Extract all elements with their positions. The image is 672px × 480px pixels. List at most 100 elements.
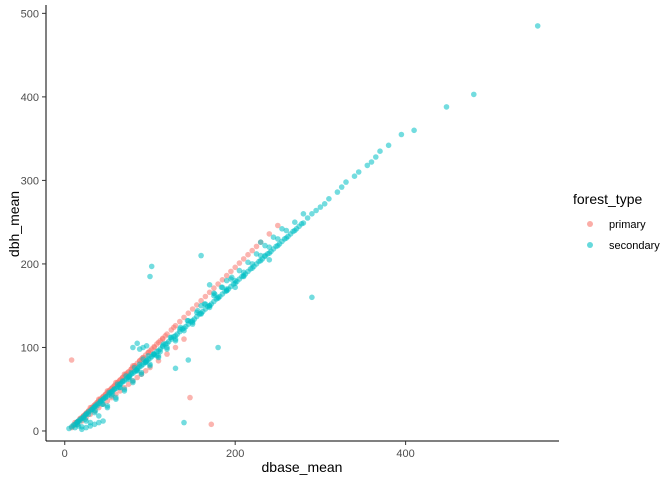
y-tick-label: 400 [21, 92, 39, 104]
point-secondary [136, 361, 143, 368]
point-secondary [134, 340, 140, 347]
point-secondary [471, 91, 477, 98]
legend-label-secondary: secondary [609, 240, 660, 252]
point-secondary [167, 334, 174, 341]
point-secondary [266, 257, 273, 263]
point-secondary [279, 226, 285, 232]
point-secondary [245, 259, 251, 266]
point-secondary [160, 341, 167, 347]
point-secondary [177, 324, 184, 331]
point-primary [236, 260, 243, 266]
point-secondary [92, 408, 99, 414]
point-secondary [317, 204, 324, 210]
point-secondary [172, 365, 179, 372]
point-primary [266, 231, 273, 237]
point-primary [177, 318, 183, 325]
point-secondary [321, 201, 328, 207]
point-secondary [218, 284, 225, 291]
point-primary [125, 381, 132, 388]
point-primary [223, 272, 230, 279]
point-secondary [206, 302, 213, 309]
point-primary [240, 256, 247, 262]
point-secondary [147, 273, 153, 280]
point-secondary [82, 416, 88, 423]
point-secondary [85, 411, 92, 418]
y-tick-label: 200 [21, 259, 39, 271]
x-ticks: 0 200 400 [62, 441, 415, 460]
legend-label-primary: primary [609, 219, 646, 231]
point-primary [68, 357, 75, 363]
point-secondary [262, 252, 268, 259]
point-primary [206, 289, 213, 296]
point-primary [159, 336, 166, 342]
y-tick-label: 500 [21, 8, 39, 20]
point-secondary [147, 361, 153, 368]
point-secondary [126, 374, 133, 381]
point-secondary [96, 413, 102, 419]
point-primary [232, 264, 238, 271]
point-secondary [257, 239, 264, 245]
point-secondary [257, 252, 264, 259]
point-secondary [100, 418, 106, 424]
point-secondary [266, 244, 273, 250]
point-secondary [181, 419, 187, 426]
point-secondary [232, 284, 238, 291]
point-primary [189, 306, 196, 312]
point-secondary [240, 273, 247, 280]
point-primary [208, 421, 215, 428]
point-secondary [143, 358, 150, 364]
point-secondary [148, 263, 155, 270]
point-secondary [240, 269, 247, 276]
point-primary [228, 268, 234, 275]
y-tick-label: 100 [21, 342, 39, 354]
point-secondary [300, 220, 307, 226]
point-secondary [355, 169, 362, 175]
point-primary [172, 322, 179, 329]
point-primary [219, 277, 226, 283]
point-secondary [368, 159, 375, 165]
point-secondary [96, 419, 102, 426]
point-secondary [326, 196, 332, 202]
point-secondary [189, 319, 196, 326]
point-secondary [194, 307, 201, 314]
point-secondary [313, 207, 319, 214]
point-secondary [534, 23, 541, 29]
point-secondary [275, 236, 281, 242]
point-secondary [87, 423, 94, 429]
point-secondary [309, 294, 315, 301]
x-tick-label: 200 [226, 448, 244, 460]
point-secondary [253, 251, 260, 257]
point-secondary [94, 403, 100, 409]
point-secondary [91, 421, 98, 428]
point-primary [194, 302, 200, 308]
point-secondary [223, 277, 230, 284]
point-secondary [351, 173, 358, 179]
point-secondary [143, 343, 150, 349]
point-primary [142, 368, 149, 374]
point-secondary [83, 424, 89, 431]
point-secondary [77, 418, 83, 424]
point-primary [164, 351, 170, 357]
point-secondary [385, 142, 392, 149]
point-secondary [283, 227, 290, 234]
point-secondary [198, 252, 204, 259]
point-secondary [377, 148, 383, 154]
point-primary [151, 344, 157, 351]
point-secondary [116, 384, 123, 391]
point-secondary [154, 353, 160, 359]
point-secondary [236, 267, 243, 274]
point-secondary [102, 394, 109, 401]
point-secondary [211, 290, 217, 297]
x-tick-label: 0 [62, 448, 68, 460]
point-secondary [334, 189, 341, 195]
legend-title: forest_type [573, 191, 642, 207]
point-secondary [128, 369, 134, 376]
point-primary [185, 310, 192, 317]
y-tick-label: 0 [33, 426, 39, 438]
point-secondary [364, 162, 371, 169]
point-secondary [184, 317, 191, 324]
point-secondary [223, 286, 230, 292]
point-secondary [75, 423, 82, 429]
point-secondary [309, 211, 315, 217]
point-primary [181, 314, 187, 321]
